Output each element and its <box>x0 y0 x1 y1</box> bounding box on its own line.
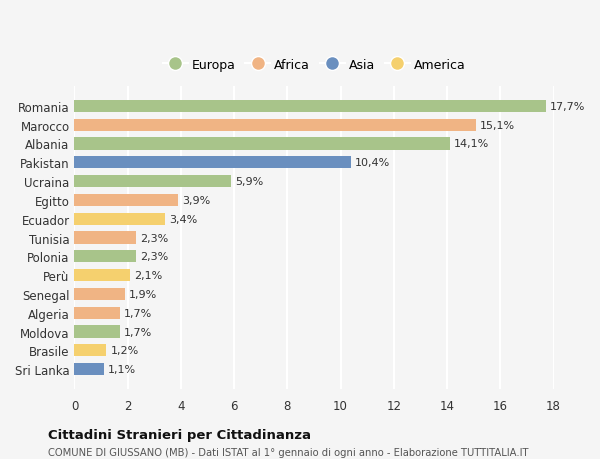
Text: 14,1%: 14,1% <box>454 139 489 149</box>
Bar <box>74 269 130 282</box>
Text: 5,9%: 5,9% <box>235 177 264 187</box>
Text: 3,9%: 3,9% <box>182 196 211 206</box>
Text: 2,1%: 2,1% <box>134 270 163 280</box>
Text: 15,1%: 15,1% <box>481 120 515 130</box>
Bar <box>74 345 106 357</box>
Bar <box>74 363 104 375</box>
Bar <box>74 119 476 132</box>
Text: 2,3%: 2,3% <box>140 252 168 262</box>
Bar <box>74 176 232 188</box>
Bar <box>74 213 165 225</box>
Text: 1,1%: 1,1% <box>108 364 136 375</box>
Legend: Europa, Africa, Asia, America: Europa, Africa, Asia, America <box>158 54 470 77</box>
Bar <box>74 101 545 113</box>
Text: 1,2%: 1,2% <box>110 346 139 356</box>
Bar <box>74 194 178 207</box>
Text: Cittadini Stranieri per Cittadinanza: Cittadini Stranieri per Cittadinanza <box>48 428 311 441</box>
Text: 1,7%: 1,7% <box>124 308 152 318</box>
Bar <box>74 138 450 150</box>
Bar <box>74 157 351 169</box>
Text: 3,4%: 3,4% <box>169 214 197 224</box>
Text: 2,3%: 2,3% <box>140 233 168 243</box>
Text: 1,9%: 1,9% <box>129 289 157 299</box>
Bar <box>74 232 136 244</box>
Bar <box>74 307 120 319</box>
Bar <box>74 288 125 301</box>
Text: 17,7%: 17,7% <box>550 101 585 112</box>
Bar <box>74 251 136 263</box>
Text: COMUNE DI GIUSSANO (MB) - Dati ISTAT al 1° gennaio di ogni anno - Elaborazione T: COMUNE DI GIUSSANO (MB) - Dati ISTAT al … <box>48 447 529 457</box>
Text: 10,4%: 10,4% <box>355 158 391 168</box>
Text: 1,7%: 1,7% <box>124 327 152 337</box>
Bar <box>74 326 120 338</box>
